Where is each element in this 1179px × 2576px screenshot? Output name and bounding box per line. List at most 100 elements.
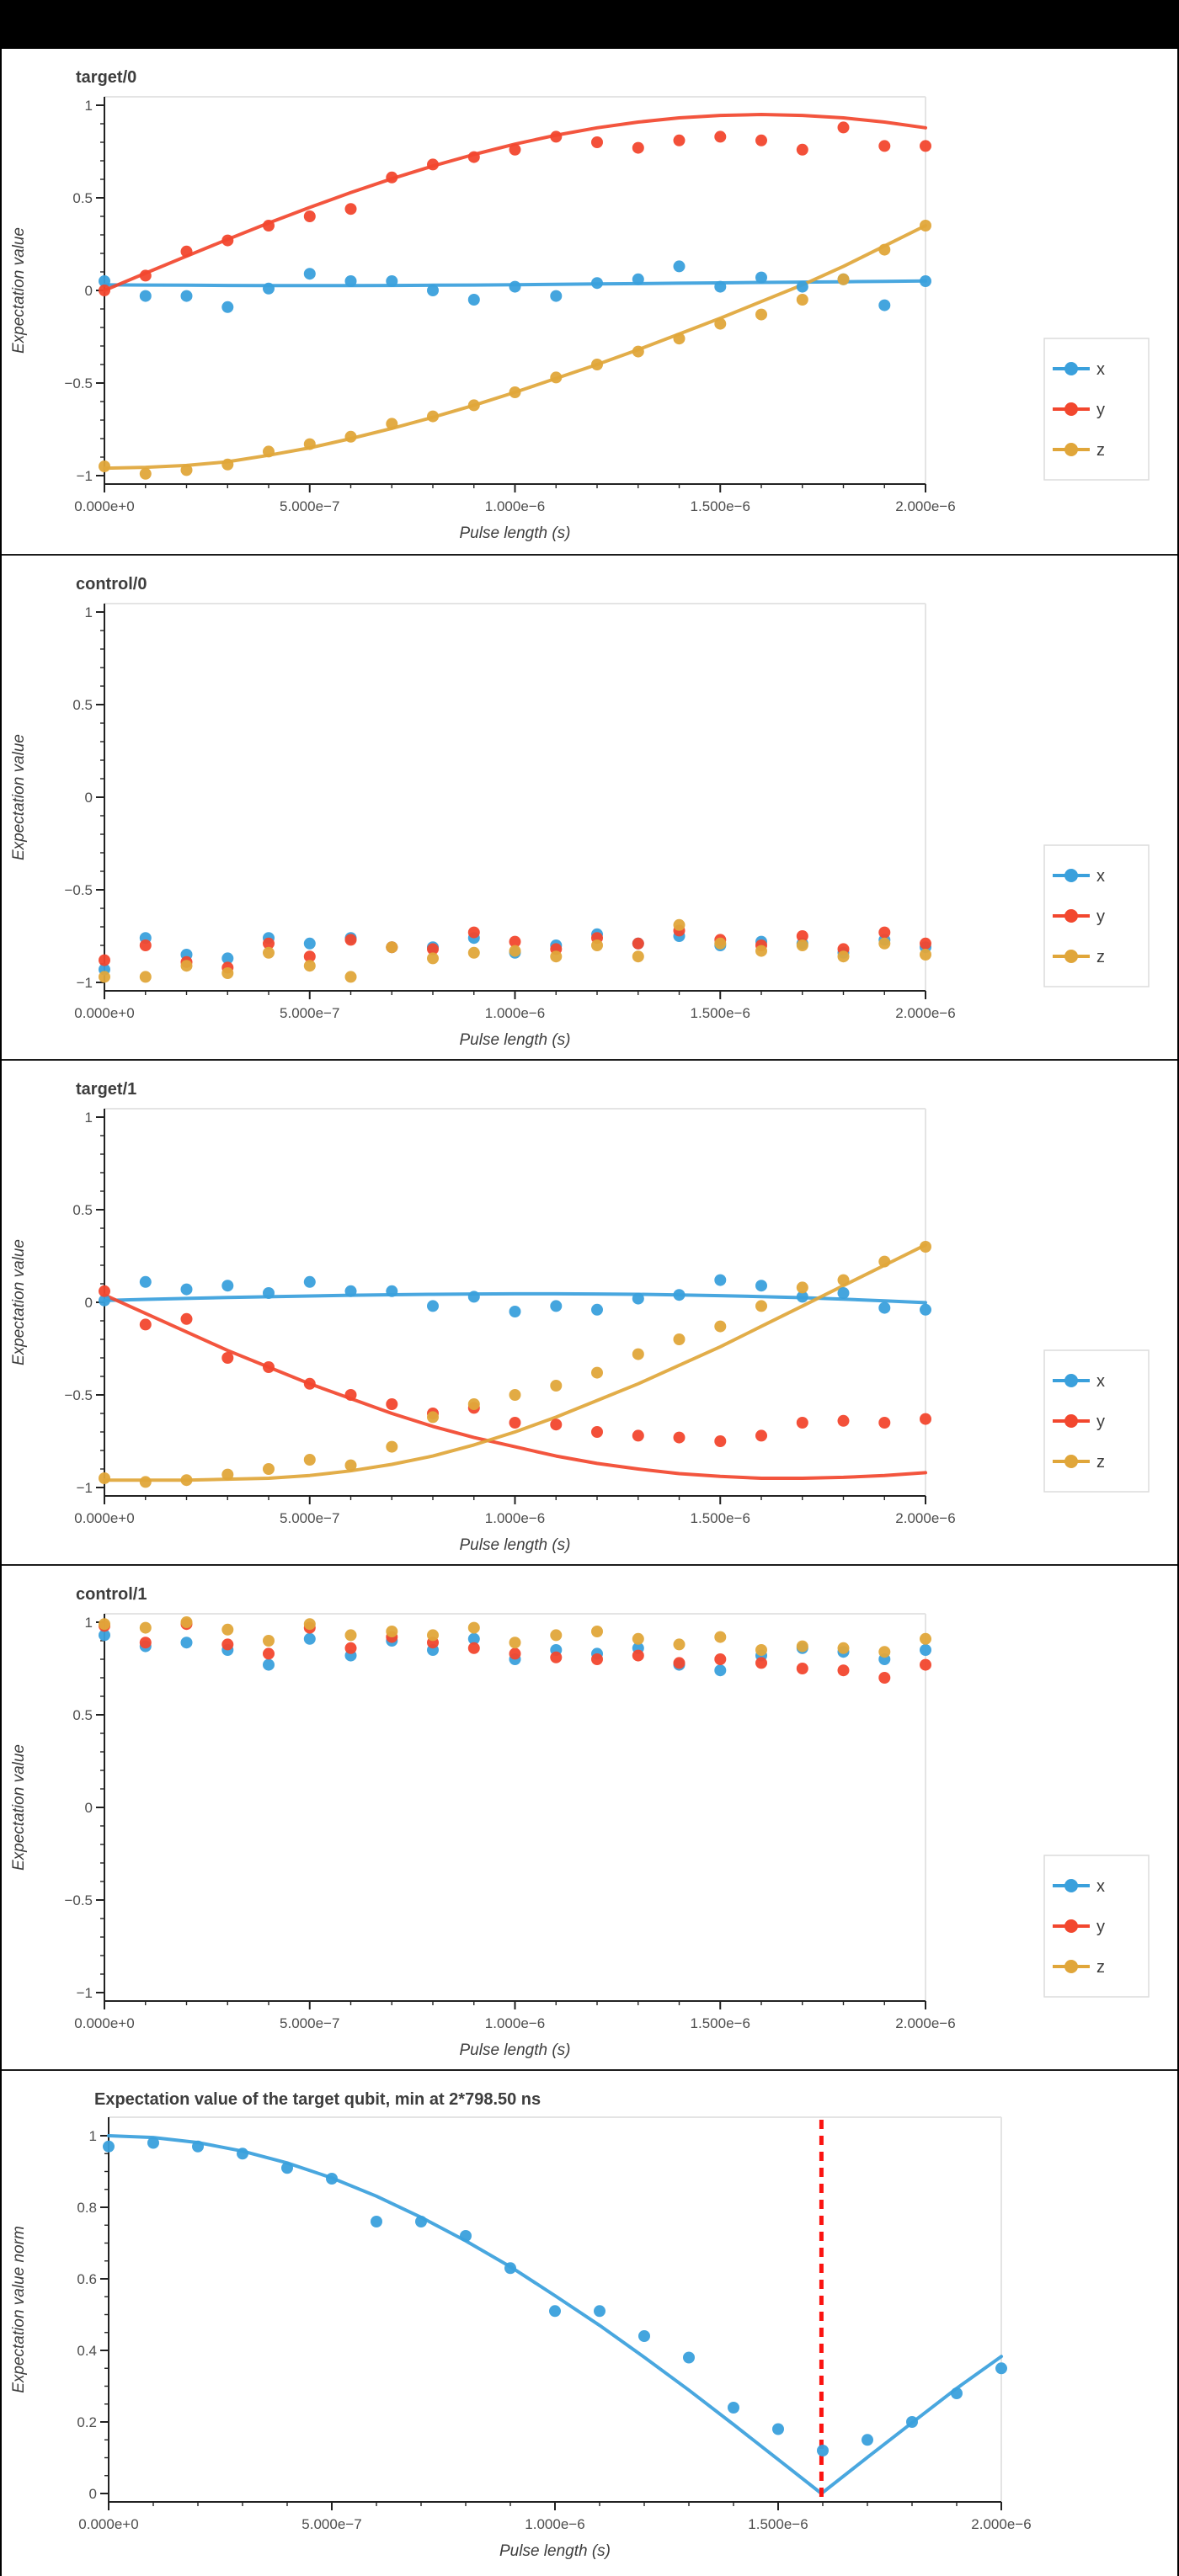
series-points-norm xyxy=(103,2137,1007,2456)
y-tick-label: 0.6 xyxy=(77,2271,97,2287)
x-tick-label: 0.000e+0 xyxy=(74,1005,134,1021)
legend-label-x: x xyxy=(1096,1372,1105,1391)
legend: x y z xyxy=(1043,1855,1150,1998)
y-tick-label: −1 xyxy=(77,468,93,484)
legend-label-z: z xyxy=(1096,441,1105,460)
x-axis-label: Pulse length (s) xyxy=(459,524,570,542)
chart-svg-target-1: target/1 0.000e+0 5.000e−7 1.000e−6 1.500e−6… xyxy=(10,1080,1150,1554)
y-tick-label: 0.5 xyxy=(72,190,93,206)
chart-svg-target-0: target/0 0.000e+0 5.000e−7 1.000e−6 1.500e−6… xyxy=(10,68,1150,542)
chart-control-0: control/0 0.000e+0 5.000e−7 1.000e−6 1.500e−… xyxy=(2,554,1177,1059)
y-tick-label: 0 xyxy=(89,2486,97,2502)
x-tick-label: 5.000e−7 xyxy=(280,498,339,514)
y-tick-label: 0.8 xyxy=(77,2200,97,2216)
chart-target-1: target/1 0.000e+0 5.000e−7 1.000e−6 1.500e−6… xyxy=(2,1059,1177,1564)
legend-label-y: y xyxy=(1096,401,1105,419)
y-tick-label: 0.5 xyxy=(72,1707,93,1723)
legend-label-x: x xyxy=(1096,360,1105,379)
chart-control-1: control/1 0.000e+0 5.000e−7 1.000e−6 1.500e−… xyxy=(2,1564,1177,2069)
x-axis-label: Pulse length (s) xyxy=(459,1536,570,1554)
legend-label-x: x xyxy=(1096,867,1105,886)
x-tick-label: 1.500e−6 xyxy=(691,2015,750,2031)
x-tick-label: 2.000e−6 xyxy=(895,2015,955,2031)
legend-label-x: x xyxy=(1096,1877,1105,1896)
legend: x y z xyxy=(1043,1349,1150,1493)
chart-title: Expectation value of the target qubit, m… xyxy=(94,2090,541,2109)
y-axis-label: Expectation value norm xyxy=(10,2226,28,2393)
x-axis-label: Pulse length (s) xyxy=(499,2542,611,2560)
y-tick-label: −1 xyxy=(77,975,93,991)
y-axis-label: Expectation value xyxy=(10,1239,28,1365)
chart-expectation-norm: Expectation value of the target qubit, m… xyxy=(2,2069,1177,2574)
x-tick-label: 5.000e−7 xyxy=(280,2015,339,2031)
y-tick-label: 0.5 xyxy=(72,1202,93,1218)
chart-title: target/1 xyxy=(76,1080,136,1099)
x-tick-label: 1.500e−6 xyxy=(691,1005,750,1021)
legend-label-z: z xyxy=(1096,948,1105,966)
x-tick-label: 0.000e+0 xyxy=(74,2015,134,2031)
series-line-z xyxy=(103,224,927,471)
axes: 0.000e+0 5.000e−7 1.000e−6 1.500e−6 2.000e−6… xyxy=(64,604,956,1021)
chart-svg-expectation-norm: Expectation value of the target qubit, m… xyxy=(10,2090,1032,2560)
y-tick-label: −1 xyxy=(77,1480,93,1496)
y-tick-label: 1 xyxy=(85,604,93,620)
x-axis-label: Pulse length (s) xyxy=(459,1031,570,1049)
x-tick-label: 0.000e+0 xyxy=(74,1510,134,1526)
series-points-x xyxy=(99,260,931,313)
x-tick-label: 2.000e−6 xyxy=(895,498,955,514)
x-tick-label: 1.000e−6 xyxy=(485,1005,545,1021)
y-tick-label: −0.5 xyxy=(64,1387,93,1403)
x-tick-label: 2.000e−6 xyxy=(971,2516,1031,2532)
x-tick-label: 1.500e−6 xyxy=(691,1510,750,1526)
x-tick-label: 1.500e−6 xyxy=(691,498,750,514)
y-axis-label: Expectation value xyxy=(10,734,28,860)
y-tick-label: 0 xyxy=(85,790,93,806)
x-tick-label: 5.000e−7 xyxy=(280,1005,339,1021)
axes: 0.000e+0 5.000e−7 1.000e−6 1.500e−6 2.000e−6… xyxy=(64,1109,956,1526)
y-tick-label: −0.5 xyxy=(64,1892,93,1908)
series-points-y xyxy=(99,121,931,296)
y-tick-label: 1 xyxy=(85,98,93,114)
y-tick-label: 1 xyxy=(85,1110,93,1126)
series-points-z xyxy=(99,1616,931,1658)
series-line-y xyxy=(103,113,927,292)
series-points-x xyxy=(99,1274,931,1317)
x-tick-label: 0.000e+0 xyxy=(74,498,134,514)
series-points-z xyxy=(99,220,931,480)
x-axis-label: Pulse length (s) xyxy=(459,2041,570,2059)
legend: x y z xyxy=(1043,844,1150,987)
y-tick-label: −0.5 xyxy=(64,375,93,391)
legend-label-y: y xyxy=(1096,1918,1105,1936)
y-tick-label: 1 xyxy=(89,2128,97,2144)
y-tick-label: 0.5 xyxy=(72,697,93,713)
y-axis-label: Expectation value xyxy=(10,227,28,354)
series-points-z xyxy=(99,918,931,983)
legend-label-y: y xyxy=(1096,907,1105,926)
chart-svg-control-0: control/0 0.000e+0 5.000e−7 1.000e−6 1.500e−… xyxy=(10,575,1150,1049)
y-tick-label: 0 xyxy=(85,283,93,299)
chart-title: control/0 xyxy=(76,575,147,593)
legend-label-y: y xyxy=(1096,1413,1105,1431)
y-tick-label: 0.2 xyxy=(77,2414,97,2430)
series-points-z xyxy=(99,1241,931,1488)
chart-target-0: target/0 0.000e+0 5.000e−7 1.000e−6 1.500e−6… xyxy=(2,49,1177,554)
x-tick-label: 1.500e−6 xyxy=(748,2516,808,2532)
x-tick-label: 1.000e−6 xyxy=(485,498,545,514)
chart-title: target/0 xyxy=(76,68,136,87)
x-tick-label: 2.000e−6 xyxy=(895,1005,955,1021)
series-line-norm xyxy=(107,2134,1003,2495)
series-line-z xyxy=(103,1243,927,1482)
x-tick-label: 0.000e+0 xyxy=(78,2516,138,2532)
y-axis-label: Expectation value xyxy=(10,1744,28,1871)
chart-svg-control-1: control/1 0.000e+0 5.000e−7 1.000e−6 1.500e−… xyxy=(10,1585,1150,2059)
x-tick-label: 1.000e−6 xyxy=(525,2516,584,2532)
y-tick-label: 1 xyxy=(85,1615,93,1631)
x-tick-label: 1.000e−6 xyxy=(485,1510,545,1526)
axes: 0.000e+0 5.000e−7 1.000e−6 1.500e−6 2.000e−6… xyxy=(77,2117,1032,2532)
series-line-x xyxy=(103,1291,927,1305)
axes: 0.000e+0 5.000e−7 1.000e−6 1.500e−6 2.000e−6… xyxy=(64,1614,956,2031)
legend-label-z: z xyxy=(1096,1958,1105,1977)
x-tick-label: 5.000e−7 xyxy=(301,2516,361,2532)
chart-title: control/1 xyxy=(76,1585,147,1604)
